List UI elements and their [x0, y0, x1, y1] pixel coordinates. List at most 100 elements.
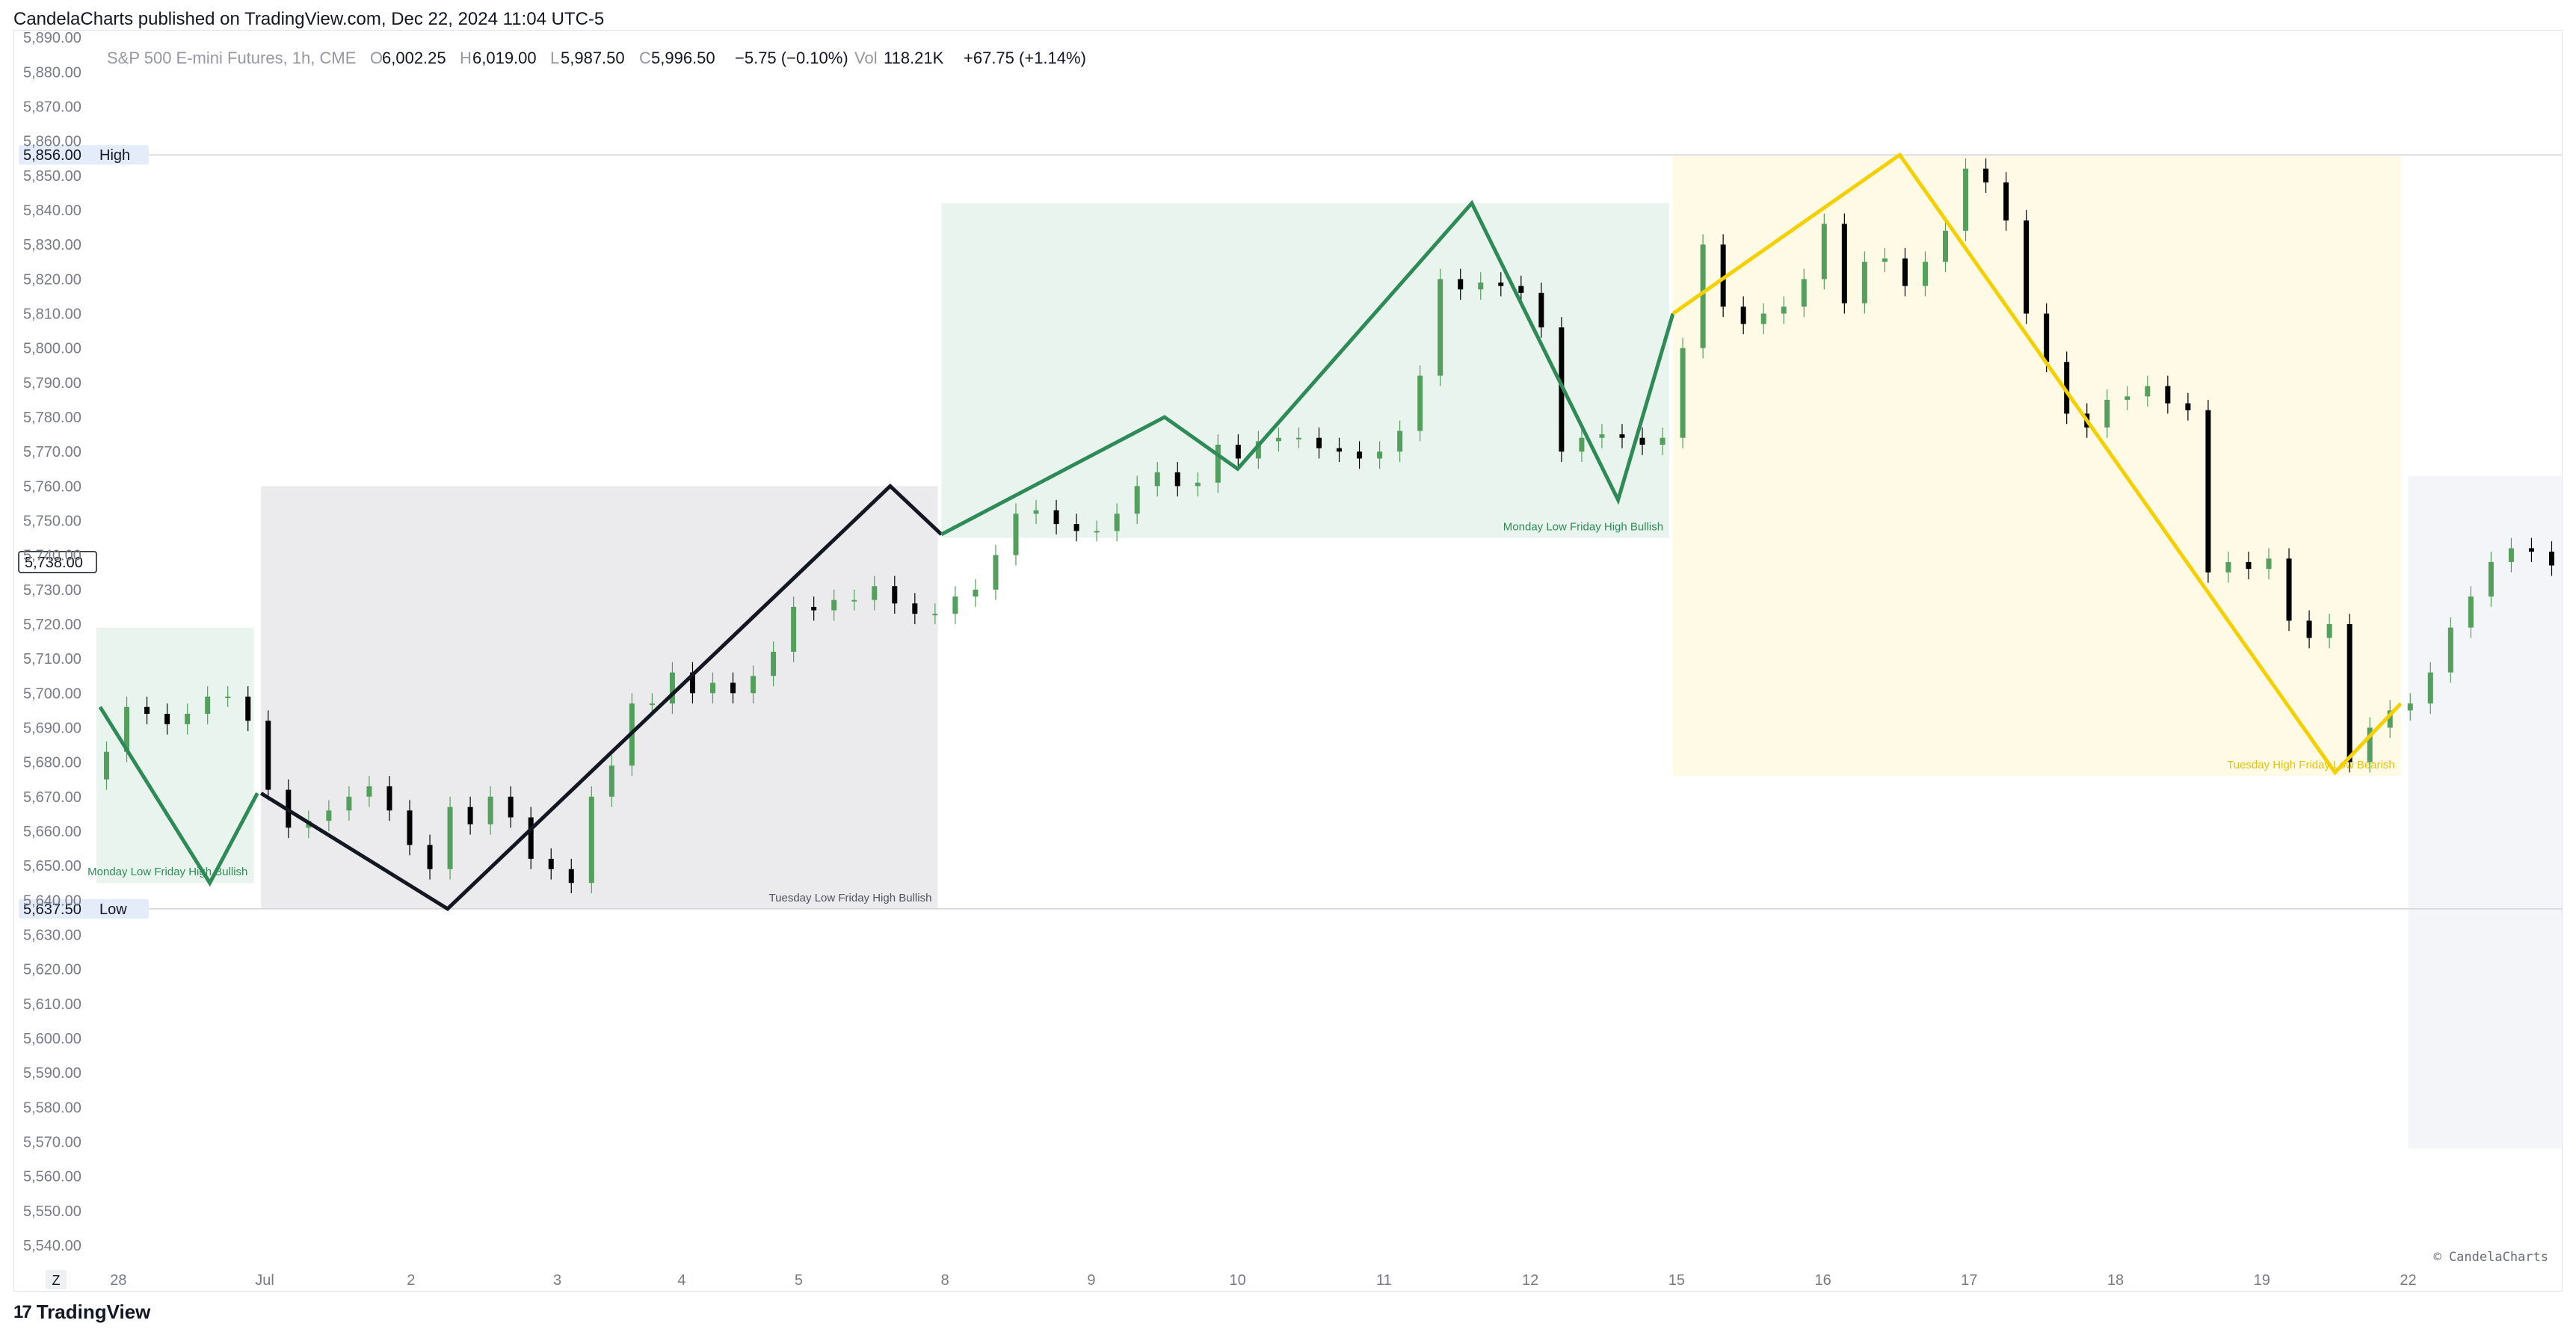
- price-chart[interactable]: Monday Low Friday High Bullish Tuesday Lo…: [14, 31, 2562, 1291]
- y-tick-15: 5,690.00: [23, 720, 81, 736]
- tradingview-logo[interactable]: 17 TradingView: [13, 1301, 150, 1324]
- legend-c-value: 5,996.50: [651, 49, 715, 67]
- candle-body-103: [2185, 403, 2191, 410]
- legend-h-label: H: [460, 49, 472, 67]
- level-name-high: High: [99, 147, 130, 164]
- candle-body-87: [1861, 262, 1867, 303]
- candle-body-60: [1316, 437, 1322, 448]
- candle-body-43: [973, 589, 979, 597]
- level-value-low: 5,637.50: [23, 901, 81, 918]
- zone-layer: Monday Low Friday High Bullish Tuesday Lo…: [87, 155, 2562, 1149]
- candle-body-30: [710, 682, 715, 694]
- zone-2: [941, 203, 1670, 538]
- candle-body-22: [548, 858, 554, 869]
- candle-body-84: [1801, 279, 1807, 307]
- tradingview-logo-icon: 17: [13, 1301, 32, 1322]
- candle-body-35: [811, 606, 817, 611]
- candle-body-53: [1174, 472, 1180, 487]
- x-tick-15: 19: [2254, 1272, 2270, 1289]
- timezone-button[interactable]: Z: [46, 1270, 67, 1289]
- candle-body-58: [1275, 437, 1281, 442]
- candle-body-82: [1760, 313, 1766, 324]
- tradingview-brand: TradingView: [36, 1301, 151, 1323]
- zone-label-0: Monday Low Friday High Bullish: [87, 866, 247, 878]
- candle-body-120: [2528, 548, 2534, 552]
- y-tick-2: 5,560.00: [23, 1169, 81, 1185]
- candle-body-90: [1922, 262, 1928, 286]
- candle-body-108: [2286, 558, 2292, 621]
- y-tick-1: 5,550.00: [23, 1203, 81, 1220]
- candle-body-2: [144, 706, 150, 715]
- candle-body-38: [872, 586, 878, 600]
- candle-body-29: [689, 672, 695, 694]
- zone-label-2: Monday Low Friday High Bullish: [1503, 521, 1663, 534]
- candle-body-100: [2124, 396, 2130, 400]
- y-tick-20: 5,740.00: [23, 548, 81, 564]
- legend-h-value: 6,019.00: [472, 49, 537, 67]
- y-tick-8: 5,620.00: [23, 962, 81, 978]
- candle-body-64: [1397, 431, 1403, 452]
- candle-body-92: [1963, 168, 1969, 231]
- zone-1: [261, 486, 938, 909]
- chart-frame[interactable]: Monday Low Friday High Bullish Tuesday Lo…: [13, 30, 2563, 1292]
- candle-body-24: [588, 796, 594, 884]
- candle-body-45: [1013, 514, 1019, 555]
- y-tick-17: 5,710.00: [23, 651, 81, 667]
- candle-body-50: [1114, 514, 1120, 531]
- y-tick-30: 5,840.00: [23, 203, 81, 219]
- zigzag-2: [940, 200, 1675, 537]
- label-layer: 5,856.00 High 5,637.50 Low 5,738.00: [18, 145, 149, 919]
- x-tick-12: 16: [1814, 1272, 1831, 1289]
- candle-body-71: [1538, 292, 1544, 327]
- zone-label-1: Tuesday Low Friday High Bullish: [769, 892, 932, 904]
- candle-body-106: [2246, 561, 2252, 570]
- y-tick-33: 5,870.00: [23, 99, 81, 116]
- candle-body-85: [1821, 223, 1827, 280]
- y-tick-35: 5,890.00: [23, 31, 81, 46]
- candle-body-36: [831, 599, 837, 611]
- candle-body-62: [1357, 451, 1363, 459]
- candle-body-66: [1438, 279, 1443, 376]
- candle-body-44: [993, 555, 999, 590]
- candle-body-55: [1215, 444, 1221, 483]
- y-tick-29: 5,830.00: [23, 237, 81, 253]
- x-tick-10: 12: [1522, 1272, 1538, 1289]
- y-tick-27: 5,810.00: [23, 306, 81, 323]
- y-tick-31: 5,850.00: [23, 168, 81, 185]
- candle-body-20: [508, 796, 514, 818]
- y-tick-19: 5,730.00: [23, 582, 81, 599]
- zigzag-0: [98, 706, 259, 887]
- x-tick-2: 2: [407, 1272, 415, 1289]
- zigzag-layer: [98, 152, 2403, 911]
- zone-0: [96, 627, 254, 884]
- y-tick-22: 5,760.00: [23, 478, 81, 495]
- candle-body-33: [771, 651, 777, 676]
- candle-body-5: [205, 696, 211, 715]
- legend-symbol: S&P 500 E-mini Futures, 1h, CME: [107, 49, 356, 67]
- candle-body-115: [2427, 672, 2433, 704]
- candle-body-49: [1094, 531, 1100, 533]
- x-tick-1: Jul: [255, 1272, 274, 1289]
- x-tick-5: 5: [795, 1272, 803, 1289]
- current-price-value: 5,738.00: [25, 555, 83, 571]
- legend-change: −5.75 (−0.10%): [735, 49, 848, 67]
- x-tick-9: 11: [1376, 1272, 1392, 1289]
- candle-body-3: [164, 714, 170, 724]
- candle-body-46: [1033, 510, 1039, 514]
- candle-body-104: [2205, 410, 2211, 573]
- candle-body-111: [2347, 623, 2352, 762]
- candle-body-7: [245, 696, 251, 721]
- candle-body-68: [1478, 282, 1484, 290]
- candle-body-23: [568, 869, 574, 884]
- zone-label-3: Tuesday High Friday Low Bearish: [2227, 759, 2395, 771]
- publish-line: CandelaCharts published on TradingView.c…: [13, 9, 605, 29]
- candle-body-51: [1134, 486, 1140, 514]
- candle-body-86: [1841, 223, 1847, 303]
- y-tick-34: 5,880.00: [23, 64, 81, 81]
- watermark: © CandelaCharts: [2433, 1250, 2548, 1265]
- x-tick-6: 8: [941, 1272, 949, 1289]
- y-tick-21: 5,750.00: [23, 514, 81, 530]
- candle-body-25: [608, 765, 614, 797]
- candle-body-121: [2548, 552, 2554, 566]
- x-tick-14: 18: [2107, 1272, 2124, 1289]
